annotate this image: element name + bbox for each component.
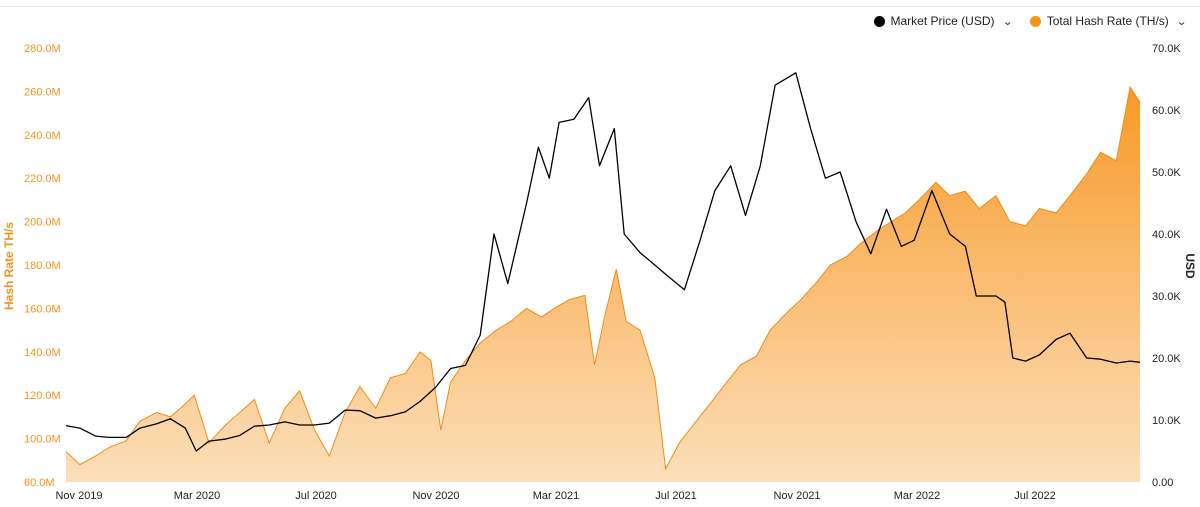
left-axis-tick-label: 100.0M [24,434,61,446]
left-axis-title: Hash Rate TH/s [2,222,16,310]
left-axis-tick-label: 200.0M [24,217,61,229]
legend-item-hash-rate[interactable]: Total Hash Rate (TH/s) ⌄ [1029,14,1187,28]
left-axis-tick-label: 280.0M [24,43,61,55]
x-axis-tick-label: Mar 2020 [174,490,220,502]
legend-dot-market-price [873,15,885,27]
x-axis-tick-label: Mar 2022 [894,490,940,502]
left-axis-tick-label: 240.0M [24,130,61,142]
chart-legend: Market Price (USD) ⌄ Total Hash Rate (TH… [873,10,1187,32]
chevron-down-icon[interactable]: ⌄ [1001,15,1013,28]
left-axis-tick-label: 80.0M [24,477,55,489]
right-axis-tick-label: 40.0K [1152,229,1181,241]
legend-label-market-price: Market Price (USD) [890,14,995,28]
legend-label-hash-rate: Total Hash Rate (TH/s) [1046,14,1169,28]
right-axis-tick-label: 70.0K [1152,43,1181,55]
x-axis-tick-label: Nov 2021 [773,490,820,502]
left-axis-tick-label: 120.0M [24,390,61,402]
hash-rate-area [66,87,1140,482]
right-axis-tick-label: 10.0K [1152,415,1181,427]
right-axis-tick-label: 20.0K [1152,353,1181,365]
x-axis-tick-label: Mar 2021 [533,490,579,502]
right-axis-tick-label: 50.0K [1152,167,1181,179]
left-axis-tick-label: 180.0M [24,260,61,272]
left-axis-tick-label: 160.0M [24,303,61,315]
x-axis-tick-label: Nov 2020 [412,490,459,502]
left-axis-tick-label: 260.0M [24,86,61,98]
hash-rate-line [65,85,1141,471]
x-axis-tick-label: Jul 2020 [295,490,337,502]
legend-dot-hash-rate [1029,15,1041,27]
x-axis-tick-label: Jul 2022 [1014,490,1056,502]
legend-item-market-price[interactable]: Market Price (USD) ⌄ [873,14,1013,28]
chevron-down-icon[interactable]: ⌄ [1175,15,1187,28]
left-axis-tick-label: 140.0M [24,347,61,359]
right-axis-tick-label: 60.0K [1152,105,1181,117]
market-price-line [65,72,1141,452]
right-axis-tick-label: 30.0K [1152,291,1181,303]
top-divider [0,0,1200,7]
x-axis-tick-label: Nov 2019 [55,490,102,502]
x-axis-tick-label: Jul 2021 [655,490,697,502]
right-axis-title: USD [1183,253,1197,279]
right-axis-tick-label: 0.00 [1152,477,1173,489]
left-axis-tick-label: 220.0M [24,173,61,185]
